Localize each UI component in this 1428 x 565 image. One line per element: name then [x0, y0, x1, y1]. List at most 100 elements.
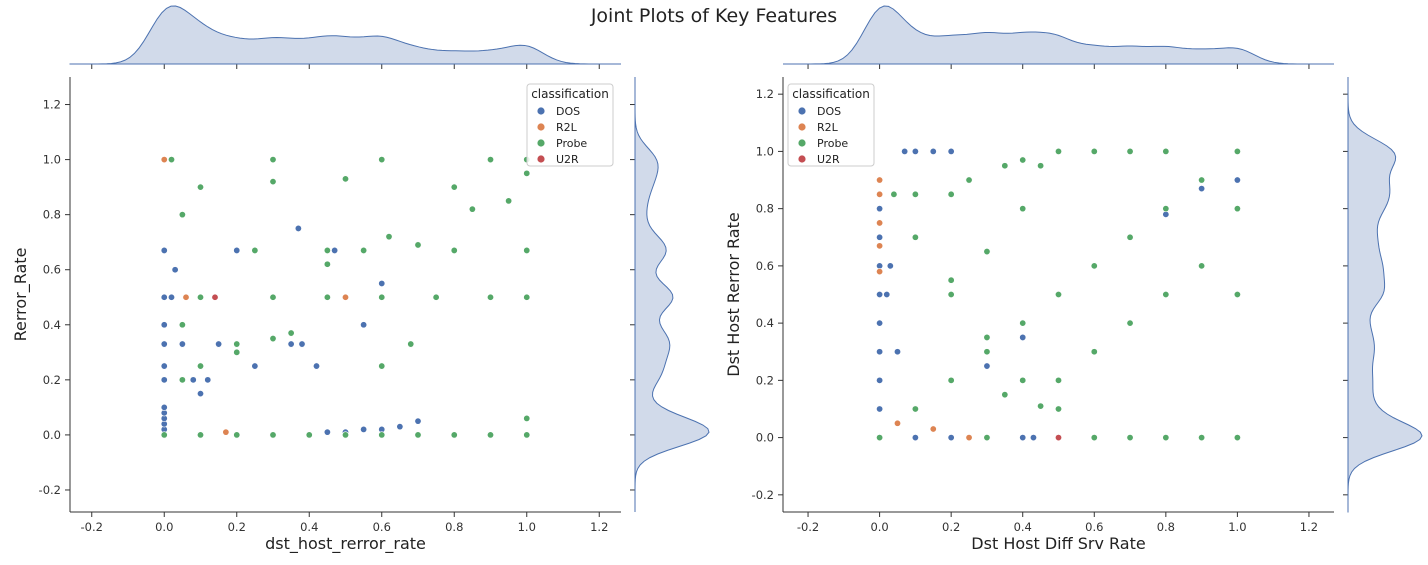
- series-r2l: [160, 156, 349, 436]
- scatter-point: [160, 321, 168, 329]
- legend-marker-u2r: [537, 155, 545, 163]
- scatter-point: [160, 293, 168, 301]
- scatter-point: [360, 425, 368, 433]
- scatter-point: [1019, 376, 1027, 384]
- scatter-point: [189, 376, 197, 384]
- scatter-point: [901, 147, 909, 155]
- scatter-point: [486, 431, 494, 439]
- scatter-point: [287, 340, 295, 348]
- scatter-point: [298, 340, 306, 348]
- scatter-point: [287, 329, 295, 337]
- scatter-point: [178, 340, 186, 348]
- scatter-point: [1090, 147, 1098, 155]
- x-tick-label: 0.8: [445, 520, 463, 534]
- x-tick-label: 1.0: [1228, 520, 1246, 534]
- x-tick-label: 0.2: [942, 520, 960, 534]
- scatter-point: [233, 340, 241, 348]
- scatter-point: [414, 431, 422, 439]
- scatter-point: [1126, 233, 1134, 241]
- scatter-point: [378, 156, 386, 164]
- legend: classification DOS R2L Probe U2R: [526, 83, 614, 167]
- y-tick-label: 0.8: [756, 202, 774, 216]
- scatter-point: [341, 293, 349, 301]
- y-tick-label: 0.0: [756, 431, 774, 445]
- y-tick-label: -0.2: [752, 488, 774, 502]
- scatter-point: [360, 246, 368, 254]
- scatter-point: [1019, 319, 1027, 327]
- scatter-point: [160, 403, 168, 411]
- scatter-point: [486, 156, 494, 164]
- scatter-point: [1019, 156, 1027, 164]
- scatter-point: [414, 417, 422, 425]
- scatter-point: [911, 405, 919, 413]
- legend-label-dos: DOS: [817, 105, 841, 118]
- scatter-point: [1233, 434, 1241, 442]
- scatter-point: [947, 290, 955, 298]
- y-tick-label: 0.2: [43, 373, 61, 387]
- scatter-point: [197, 431, 205, 439]
- scatter-point: [1162, 147, 1170, 155]
- scatter-point: [1090, 434, 1098, 442]
- scatter-point: [505, 197, 513, 205]
- scatter-point: [876, 219, 884, 227]
- scatter-point: [523, 431, 531, 439]
- scatter-point: [1001, 162, 1009, 170]
- scatter-point: [197, 183, 205, 191]
- y-tick-label: 0.4: [756, 316, 774, 330]
- y-tick-label: 0.4: [43, 318, 61, 332]
- scatter-point: [160, 340, 168, 348]
- y-tick-label: 0.6: [756, 259, 774, 273]
- legend-marker-r2l: [537, 123, 545, 131]
- y-axis-label: Dst Host Rerror Rate: [724, 212, 743, 376]
- scatter-point: [331, 246, 339, 254]
- x-tick-label: 1.0: [518, 520, 536, 534]
- scatter-point: [911, 233, 919, 241]
- legend-label-r2l: R2L: [817, 121, 839, 134]
- scatter-point: [947, 434, 955, 442]
- scatter-point: [222, 428, 230, 436]
- scatter-point: [1233, 290, 1241, 298]
- scatter-point: [1037, 162, 1045, 170]
- scatter-point: [929, 147, 937, 155]
- legend-marker-dos: [798, 107, 806, 115]
- legend-box: [526, 83, 614, 167]
- scatter-point: [197, 390, 205, 398]
- scatter-point: [965, 176, 973, 184]
- scatter-point: [233, 431, 241, 439]
- legend-marker-r2l: [798, 123, 806, 131]
- scatter-point: [323, 293, 331, 301]
- scatter-point: [1019, 205, 1027, 213]
- scatter-point: [876, 268, 884, 276]
- scatter-point: [876, 434, 884, 442]
- scatter-point: [876, 376, 884, 384]
- x-tick-label: 1.2: [1300, 520, 1318, 534]
- right-marginal-kde: [1347, 77, 1423, 512]
- scatter-point: [1001, 391, 1009, 399]
- scatter-point: [947, 276, 955, 284]
- scatter-point: [523, 293, 531, 301]
- scatter-point: [1090, 262, 1098, 270]
- x-tick-label: 0.0: [155, 520, 173, 534]
- scatter-point: [486, 293, 494, 301]
- x-tick-label: -0.2: [797, 520, 819, 534]
- scatter-point: [1126, 147, 1134, 155]
- scatter-point: [876, 205, 884, 213]
- series-u2r: [1055, 434, 1063, 442]
- scatter-point: [1162, 290, 1170, 298]
- legend-title: classification: [531, 87, 609, 101]
- x-tick-label: 1.2: [590, 520, 608, 534]
- scatter-point: [269, 178, 277, 186]
- scatter-point: [432, 293, 440, 301]
- scatter-point: [876, 233, 884, 241]
- scatter-point: [323, 428, 331, 436]
- scatter-point: [1198, 185, 1206, 193]
- y-tick-label: 1.2: [756, 87, 774, 101]
- legend-marker-probe: [537, 139, 545, 147]
- scatter-point: [178, 376, 186, 384]
- x-tick-label: -0.2: [81, 520, 103, 534]
- scatter-point: [233, 246, 241, 254]
- scatter-point: [1055, 147, 1063, 155]
- scatter-point: [396, 423, 404, 431]
- y-tick-label: 0.6: [43, 263, 61, 277]
- legend-label-dos: DOS: [556, 105, 580, 118]
